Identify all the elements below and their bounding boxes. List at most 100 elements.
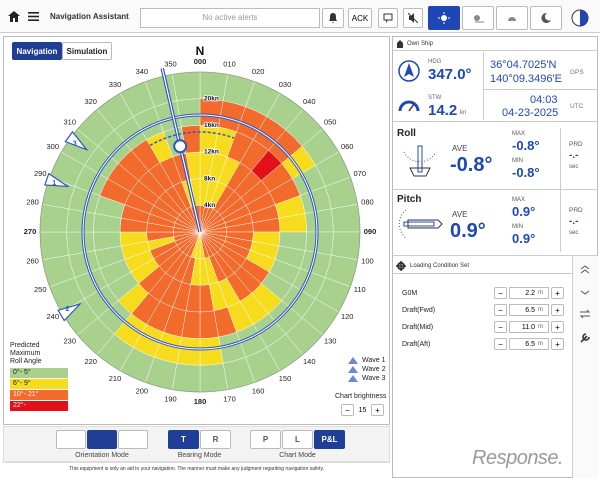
tab[interactable]: Navigation bbox=[12, 42, 62, 60]
loading-label: Draft(Fwd) bbox=[402, 307, 436, 314]
plus-button[interactable]: + bbox=[551, 287, 564, 299]
pitch-gauge bbox=[398, 209, 443, 239]
divider bbox=[483, 52, 484, 120]
bearing-button[interactable]: T bbox=[168, 430, 199, 449]
loading-label: Draft(Mid) bbox=[402, 324, 434, 331]
bearing-label: 050 bbox=[324, 118, 337, 127]
night-mode-button[interactable] bbox=[530, 6, 562, 30]
gear-icon bbox=[396, 261, 406, 271]
roll-cell bbox=[171, 363, 201, 393]
bearing-label: 200 bbox=[136, 387, 149, 396]
loading-unit: m bbox=[538, 341, 543, 347]
side-icons[interactable] bbox=[579, 264, 591, 384]
wave-icon bbox=[348, 357, 358, 364]
stw-unit: kn bbox=[460, 110, 467, 116]
brightness-toggle[interactable] bbox=[571, 9, 589, 27]
brightness-value: 15 bbox=[358, 407, 367, 414]
bearing-label: 240 bbox=[47, 312, 60, 321]
mute-button[interactable] bbox=[403, 8, 423, 28]
roll-cell bbox=[39, 203, 69, 233]
dusk-icon bbox=[474, 15, 484, 23]
evening-mode-button[interactable] bbox=[496, 6, 528, 30]
app-title: Navigation Assistant bbox=[50, 12, 129, 21]
minus-button[interactable]: − bbox=[341, 404, 354, 416]
alert-box bbox=[140, 8, 320, 28]
chart-mode-button[interactable]: L bbox=[282, 430, 313, 449]
roll-cell bbox=[331, 231, 361, 261]
chart-mode-button[interactable]: P&L bbox=[314, 430, 345, 449]
day-mode-button[interactable] bbox=[428, 6, 460, 30]
legend-item: 22°- bbox=[10, 401, 68, 411]
brightness-label: Chart brightness bbox=[335, 393, 387, 400]
value-box bbox=[509, 304, 549, 316]
bearing-label: 280 bbox=[26, 197, 39, 206]
minus-button[interactable]: − bbox=[494, 304, 507, 316]
minus-button[interactable]: − bbox=[494, 321, 507, 333]
plus-button[interactable]: + bbox=[371, 404, 384, 416]
tab[interactable]: Simulation bbox=[62, 42, 112, 60]
wave-marker bbox=[57, 302, 82, 322]
bearing-label: 340 bbox=[136, 67, 149, 76]
prd-label: PRD bbox=[569, 141, 583, 148]
footer-bar bbox=[3, 462, 390, 478]
speed-arc bbox=[149, 131, 235, 147]
hdg-label: HDG bbox=[428, 59, 442, 65]
bearing-label: 250 bbox=[34, 285, 47, 294]
bearing-label: 300 bbox=[47, 142, 60, 151]
chart-mode-button[interactable]: P bbox=[250, 430, 281, 449]
bearing-label: 190 bbox=[164, 394, 177, 403]
bearing-label: 030 bbox=[279, 80, 292, 89]
chat-button[interactable] bbox=[378, 8, 398, 28]
wave-marker-label: 1 bbox=[52, 180, 56, 187]
bearing-label: 090 bbox=[364, 227, 377, 236]
bell-button[interactable] bbox=[322, 8, 344, 28]
orientation-button[interactable] bbox=[118, 430, 148, 449]
legend-title: Maximum bbox=[10, 350, 41, 357]
wave-marker bbox=[64, 130, 89, 152]
bearing-label: 160 bbox=[252, 387, 265, 396]
bearing-label: 000 bbox=[194, 57, 207, 66]
divider bbox=[484, 89, 597, 90]
divider bbox=[560, 128, 561, 252]
menu-icon[interactable] bbox=[28, 12, 39, 21]
min-label: MIN bbox=[512, 158, 523, 164]
loading-value: 6.5 bbox=[525, 341, 535, 348]
wave-marker bbox=[44, 172, 70, 188]
roll-title: Roll bbox=[397, 128, 416, 139]
dusk-mode-button[interactable] bbox=[462, 6, 494, 30]
loading-value: 11.0 bbox=[521, 324, 535, 331]
bearing-label: 020 bbox=[252, 67, 265, 76]
plus-button[interactable]: + bbox=[551, 321, 564, 333]
ave-value: -0.8° bbox=[450, 154, 493, 176]
wave-icon bbox=[348, 375, 358, 382]
ave-label: AVE bbox=[452, 210, 468, 219]
orientation-button[interactable] bbox=[56, 430, 86, 449]
north-label: N bbox=[196, 44, 205, 58]
ack-button[interactable]: ACK bbox=[348, 8, 372, 28]
stw-label: STW bbox=[428, 95, 442, 101]
loading-unit: m bbox=[538, 290, 543, 296]
alert-text: No active alerts bbox=[202, 13, 258, 22]
plus-button[interactable]: + bbox=[551, 304, 564, 316]
mute-icon bbox=[408, 13, 418, 23]
orientation-label: Orientation Mode bbox=[75, 452, 129, 459]
bearing-label: 170 bbox=[223, 394, 236, 403]
prd-label: PRD bbox=[569, 207, 583, 214]
bearing-button[interactable]: R bbox=[200, 430, 231, 449]
heading-icon bbox=[398, 60, 420, 82]
bearing-label: 210 bbox=[109, 374, 122, 383]
orientation-button[interactable] bbox=[87, 430, 117, 449]
time: 04:03 bbox=[530, 94, 558, 106]
loading-unit: m bbox=[538, 307, 543, 313]
minus-button[interactable]: − bbox=[494, 287, 507, 299]
home-icon[interactable] bbox=[8, 11, 20, 22]
minus-button[interactable]: − bbox=[494, 338, 507, 350]
legend-title: Roll Angle bbox=[10, 358, 42, 365]
bearing-label: 350 bbox=[164, 60, 177, 69]
bearing-label: 230 bbox=[64, 336, 77, 345]
legend-item: 6°- 9° bbox=[10, 379, 68, 389]
min-label: MIN bbox=[512, 224, 523, 230]
wave-icon bbox=[348, 366, 358, 373]
plus-button[interactable]: + bbox=[551, 338, 564, 350]
